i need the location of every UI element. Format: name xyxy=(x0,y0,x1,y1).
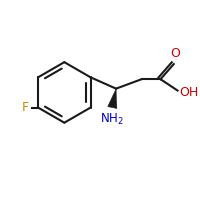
Text: F: F xyxy=(21,101,28,114)
Polygon shape xyxy=(108,89,117,108)
Text: O: O xyxy=(170,47,180,60)
Text: OH: OH xyxy=(179,86,199,99)
Text: NH$_2$: NH$_2$ xyxy=(100,112,124,127)
